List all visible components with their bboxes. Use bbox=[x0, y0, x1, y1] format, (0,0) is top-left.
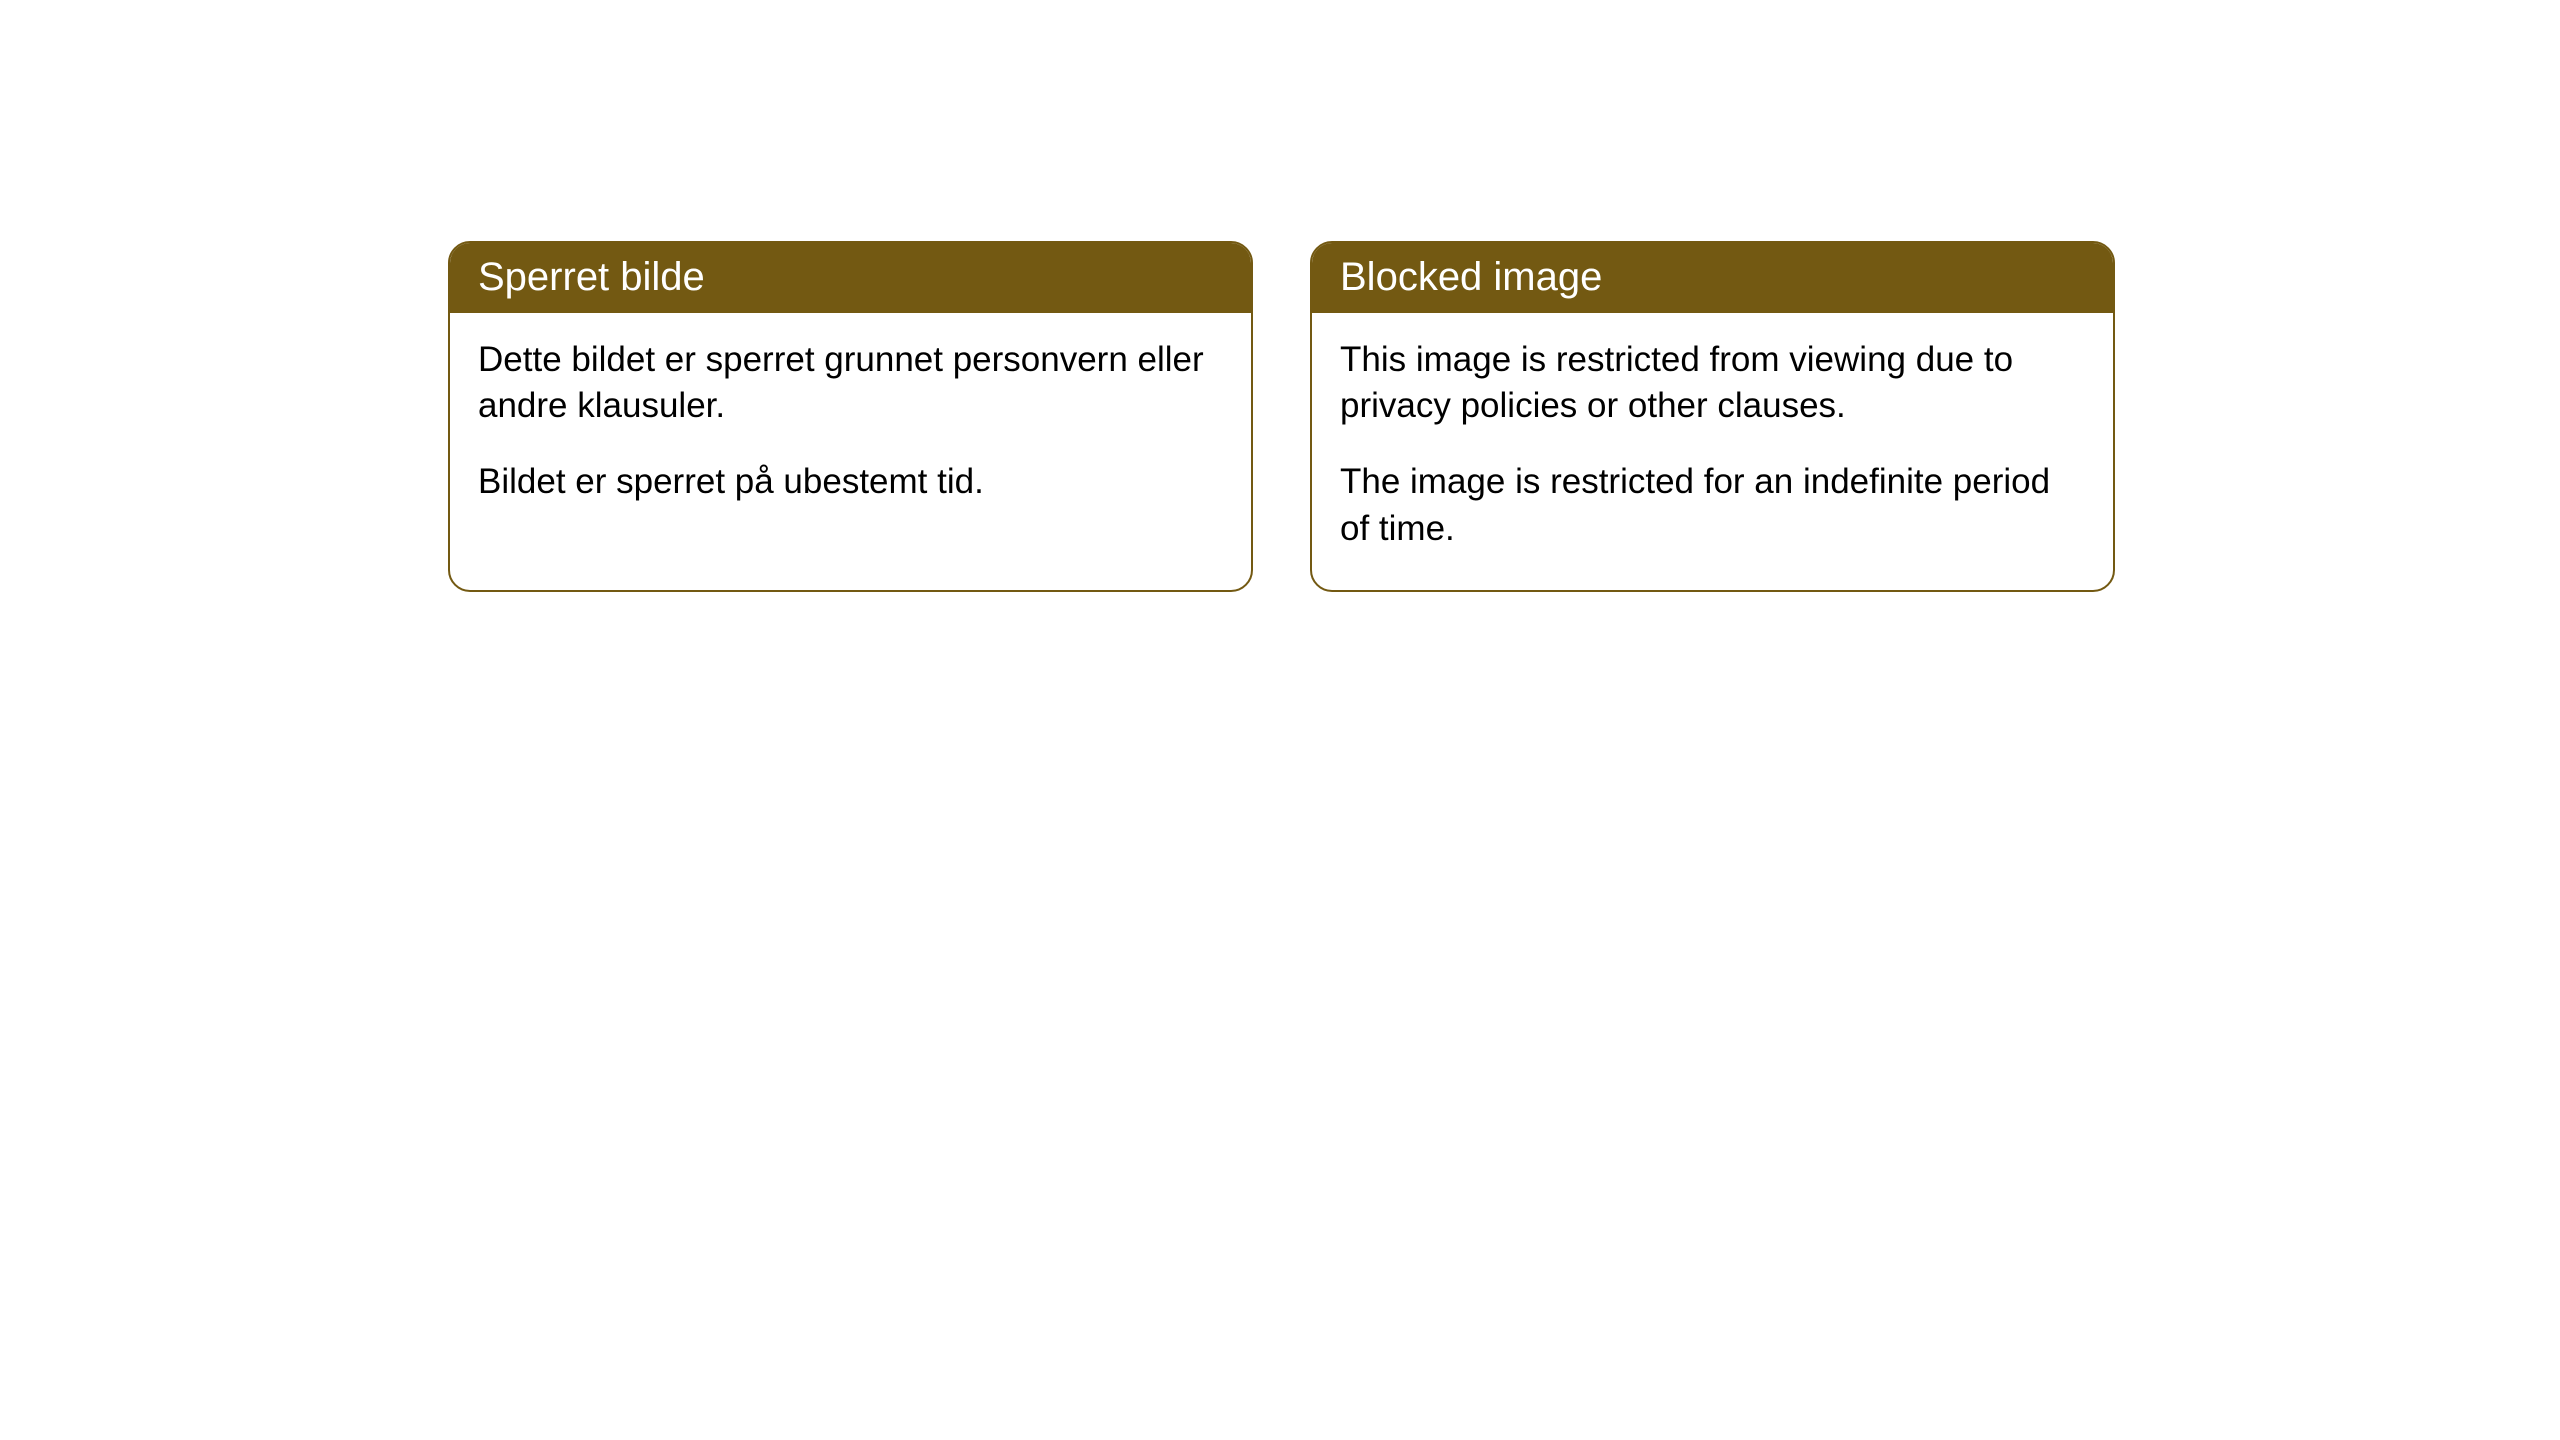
blocked-image-card-norwegian: Sperret bilde Dette bildet er sperret gr… bbox=[448, 241, 1253, 592]
notice-text-2-norwegian: Bildet er sperret på ubestemt tid. bbox=[478, 459, 1223, 505]
notice-cards-container: Sperret bilde Dette bildet er sperret gr… bbox=[0, 0, 2560, 592]
blocked-image-card-english: Blocked image This image is restricted f… bbox=[1310, 241, 2115, 592]
notice-text-2-english: The image is restricted for an indefinit… bbox=[1340, 459, 2085, 551]
card-body-english: This image is restricted from viewing du… bbox=[1312, 313, 2113, 590]
card-header-english: Blocked image bbox=[1312, 243, 2113, 313]
card-body-norwegian: Dette bildet er sperret grunnet personve… bbox=[450, 313, 1251, 544]
card-header-norwegian: Sperret bilde bbox=[450, 243, 1251, 313]
notice-text-1-english: This image is restricted from viewing du… bbox=[1340, 337, 2085, 429]
notice-text-1-norwegian: Dette bildet er sperret grunnet personve… bbox=[478, 337, 1223, 429]
